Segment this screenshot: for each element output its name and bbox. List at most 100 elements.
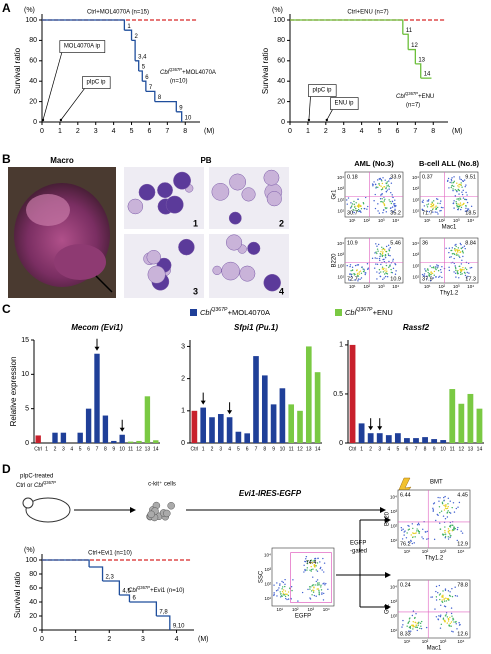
event-dot xyxy=(284,590,287,592)
event-dot xyxy=(378,183,380,185)
event-dot xyxy=(437,264,439,267)
event-dot xyxy=(442,594,444,596)
x-tick-label: 1 xyxy=(306,128,310,135)
quadrant-value: 76.2 xyxy=(400,541,411,547)
event-dot xyxy=(437,270,440,272)
event-dot xyxy=(453,262,455,265)
y-tick-label: 40 xyxy=(277,78,285,85)
x-tick-label: 3 xyxy=(141,636,145,643)
event-dot xyxy=(374,183,377,186)
event-dot xyxy=(414,621,417,624)
x-tick-label: 13 xyxy=(306,446,312,452)
y-axis-label: Survival ratio xyxy=(13,571,22,618)
event-dot xyxy=(449,616,451,619)
event-dot xyxy=(321,592,323,594)
event-dot xyxy=(445,600,448,602)
x-tick-label: 10² xyxy=(363,284,370,289)
event-dot xyxy=(297,600,299,602)
event-dot xyxy=(360,211,362,213)
event-dot xyxy=(316,588,318,590)
event-dot xyxy=(349,207,352,209)
event-dot xyxy=(454,265,456,267)
event-dot xyxy=(437,213,439,215)
event-dot xyxy=(465,184,467,186)
event-dot xyxy=(415,532,417,534)
event-dot xyxy=(410,539,412,542)
event-dot xyxy=(377,210,379,212)
event-dot xyxy=(318,582,320,584)
event-dot xyxy=(435,205,437,207)
event-dot xyxy=(452,619,454,621)
event-dot xyxy=(446,616,449,618)
event-dot xyxy=(464,185,466,188)
event-dot xyxy=(462,246,464,249)
y-tick-label: 10² xyxy=(412,197,419,202)
event-dot xyxy=(466,277,468,279)
x-unit: (M) xyxy=(204,128,215,135)
event-dot xyxy=(383,204,386,207)
event-dot xyxy=(461,204,463,206)
event-dot xyxy=(416,524,419,526)
event-dot xyxy=(430,273,432,276)
flow-plot xyxy=(271,547,335,607)
event-dot xyxy=(456,204,458,207)
bar xyxy=(358,423,365,443)
y-tick-label: 60 xyxy=(277,58,285,65)
step-label: 8 xyxy=(158,95,162,101)
y-axis-label: B220 xyxy=(332,253,338,268)
x-tick-label: 4 xyxy=(175,636,179,643)
event-dot xyxy=(387,253,390,255)
quadrant-value: 8.84 xyxy=(465,240,476,246)
event-dot xyxy=(361,266,363,268)
event-dot xyxy=(426,278,428,280)
event-dot xyxy=(382,211,384,214)
event-dot xyxy=(460,243,462,246)
event-dot xyxy=(443,600,446,602)
event-dot xyxy=(367,205,369,208)
event-dot xyxy=(460,270,463,272)
bar xyxy=(467,393,474,443)
event-dot xyxy=(428,275,431,277)
event-dot xyxy=(453,207,455,209)
event-dot xyxy=(428,199,430,201)
event-dot xyxy=(465,191,467,194)
step-label: 6 xyxy=(132,596,136,602)
quadrant-value: 5.46 xyxy=(390,240,401,246)
event-dot xyxy=(316,562,319,564)
y-tick-label: 10³ xyxy=(412,252,419,257)
event-dot xyxy=(408,525,410,527)
event-dot xyxy=(433,270,436,273)
event-dot xyxy=(386,273,389,275)
y-tick-label: 2 xyxy=(181,375,185,382)
event-dot xyxy=(461,259,463,261)
x-tick-label: 7 xyxy=(165,128,169,135)
event-dot xyxy=(383,200,386,202)
event-dot xyxy=(460,206,463,209)
event-dot xyxy=(426,530,428,533)
event-dot xyxy=(301,591,304,594)
bar xyxy=(297,410,303,443)
cell xyxy=(173,171,191,190)
y-tick-label: 80 xyxy=(277,37,285,44)
event-dot xyxy=(448,187,450,189)
event-dot xyxy=(273,592,275,594)
x-tick-label: 10⁴ xyxy=(458,639,465,644)
event-dot xyxy=(377,243,380,246)
event-dot xyxy=(448,269,451,272)
event-dot xyxy=(432,507,434,510)
event-dot xyxy=(392,260,394,262)
event-dot xyxy=(312,576,314,578)
event-dot xyxy=(311,561,314,564)
event-dot xyxy=(458,189,461,192)
event-dot xyxy=(453,253,456,256)
x-tick-label: 5 xyxy=(237,446,240,452)
event-dot xyxy=(405,537,408,539)
survival-step xyxy=(102,580,121,595)
event-dot xyxy=(414,532,416,535)
event-dot xyxy=(375,251,377,253)
event-dot xyxy=(459,265,461,268)
annotation-box xyxy=(330,97,359,110)
event-dot xyxy=(436,206,439,209)
event-dot xyxy=(457,185,459,187)
legend-label: CblQ367P+Evi1 (n=10) xyxy=(128,585,184,594)
